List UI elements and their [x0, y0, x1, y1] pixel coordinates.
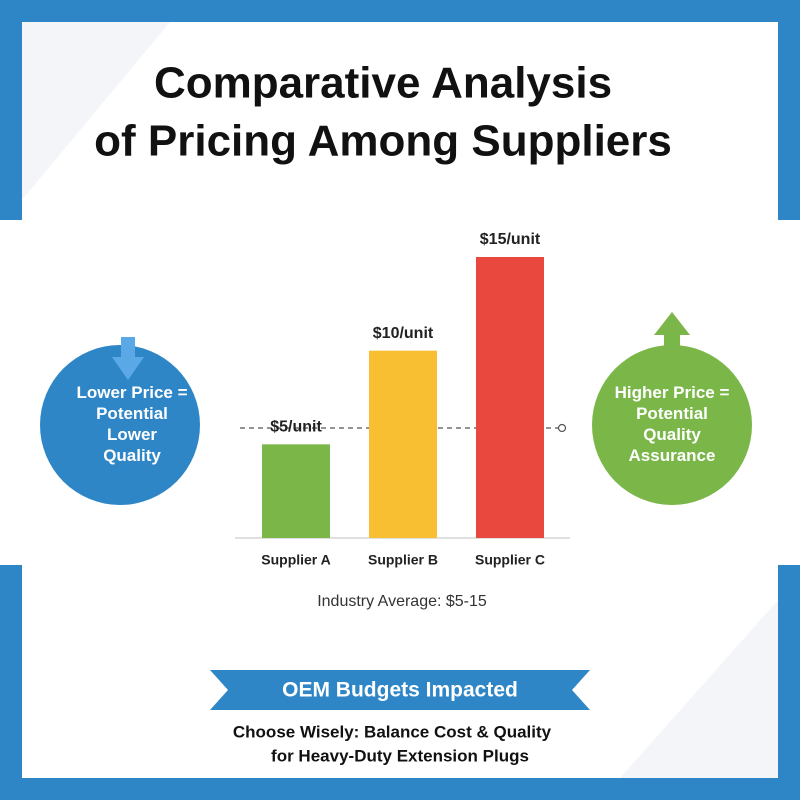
- bar: [262, 444, 330, 538]
- note: Potential: [636, 404, 708, 423]
- note: Potential: [96, 404, 168, 423]
- value-label: $10/unit: [373, 325, 434, 342]
- value-label: $5/unit: [270, 419, 322, 436]
- deco: [620, 600, 778, 778]
- bar: [369, 350, 437, 538]
- arrow: [654, 312, 690, 335]
- x-tick-label: Supplier C: [475, 552, 545, 568]
- arrow: [112, 357, 144, 380]
- x-tick-label: Supplier A: [261, 552, 331, 568]
- note: Lower Price =: [76, 383, 187, 402]
- footer: for Heavy-Duty Extension Plugs: [271, 746, 529, 765]
- right-circle: [592, 345, 752, 505]
- value-label: $15/unit: [480, 231, 541, 248]
- note: Lower: [107, 425, 157, 444]
- note: Quality: [643, 425, 701, 444]
- deco: [22, 22, 170, 200]
- footer: Choose Wisely: Balance Cost & Quality: [233, 722, 552, 741]
- banner: [210, 670, 590, 710]
- caption: Industry Average: $5-15: [317, 593, 487, 610]
- banner-text: OEM Budgets Impacted: [282, 679, 518, 702]
- arrow: [121, 337, 135, 357]
- note: Quality: [103, 446, 161, 465]
- average-dot: [557, 423, 567, 433]
- title: of Pricing Among Suppliers: [94, 117, 672, 166]
- left-circle: [40, 345, 200, 505]
- x-tick-label: Supplier B: [368, 552, 438, 568]
- arrow: [664, 335, 680, 360]
- title: Comparative Analysis: [154, 59, 612, 108]
- bar: [476, 257, 544, 538]
- note: Assurance: [629, 446, 716, 465]
- note: Higher Price =: [615, 383, 730, 402]
